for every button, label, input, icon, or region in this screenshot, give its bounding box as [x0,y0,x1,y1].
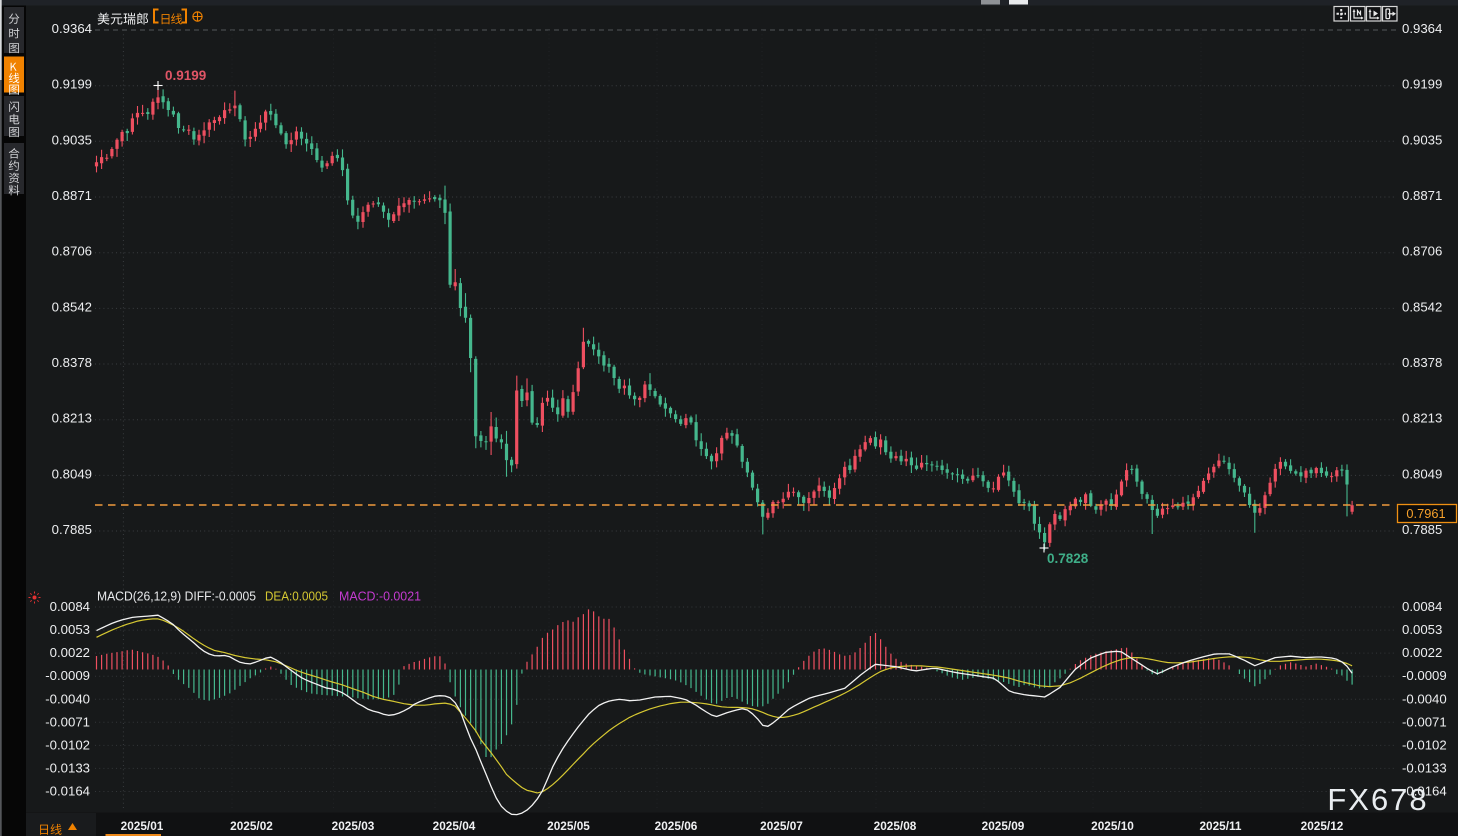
svg-text:2025/09: 2025/09 [982,819,1025,833]
svg-text:2025/03: 2025/03 [332,819,375,833]
svg-text:0.8213: 0.8213 [52,411,92,426]
svg-text:DEA:0.0005: DEA:0.0005 [265,589,328,604]
svg-text:-0.0009: -0.0009 [45,668,90,683]
svg-text:-0.0102: -0.0102 [1402,737,1447,752]
svg-text:-0.0102: -0.0102 [45,737,90,752]
svg-text:0.9364: 0.9364 [1402,21,1442,36]
svg-text:0.8378: 0.8378 [52,355,92,370]
svg-text:-0.0071: -0.0071 [1402,714,1447,729]
svg-text:0.7961: 0.7961 [1406,506,1445,521]
svg-text:0.7885: 0.7885 [1402,522,1442,537]
svg-text:-0.0071: -0.0071 [45,714,90,729]
svg-text:0.8871: 0.8871 [52,188,92,203]
svg-text:-0.0164: -0.0164 [45,784,90,799]
svg-text:0.0022: 0.0022 [50,645,90,660]
svg-text:0.0053: 0.0053 [1402,622,1442,637]
svg-text:0.0053: 0.0053 [50,622,90,637]
svg-text:MACD:-0.0021: MACD:-0.0021 [339,589,421,604]
svg-text:0.9199: 0.9199 [165,68,206,83]
svg-text:2025/07: 2025/07 [760,819,803,833]
svg-text:0.7885: 0.7885 [52,522,92,537]
svg-text:0.8378: 0.8378 [1402,355,1442,370]
svg-text:0.9035: 0.9035 [52,132,92,147]
svg-text:0.0022: 0.0022 [1402,645,1442,660]
svg-text:-0.0040: -0.0040 [1402,691,1447,706]
svg-text:FX678: FX678 [1327,782,1428,817]
svg-text:0.8871: 0.8871 [1402,188,1442,203]
svg-text:-0.0164: -0.0164 [1402,784,1447,799]
svg-text:-0.0040: -0.0040 [45,691,90,706]
svg-text:-0.0009: -0.0009 [1402,668,1447,683]
svg-text:-0.0133: -0.0133 [45,760,90,775]
svg-text:2025/11: 2025/11 [1200,819,1242,833]
svg-text:0.8706: 0.8706 [1402,244,1442,259]
svg-text:0.8542: 0.8542 [1402,299,1442,314]
svg-text:0.0084: 0.0084 [50,599,90,614]
svg-text:2025/05: 2025/05 [547,819,590,833]
svg-text:2025/10: 2025/10 [1091,819,1134,833]
svg-text:2025/02: 2025/02 [230,819,273,833]
svg-text:0.9199: 0.9199 [52,77,92,92]
svg-text:2025/04: 2025/04 [433,819,476,833]
svg-text:0.7828: 0.7828 [1047,551,1089,566]
svg-text:0.9364: 0.9364 [52,21,92,36]
svg-text:2025/08: 2025/08 [874,819,917,833]
svg-text:0.8542: 0.8542 [52,299,92,314]
svg-text:0.8706: 0.8706 [52,244,92,259]
svg-text:2025/06: 2025/06 [655,819,698,833]
svg-text:2025/12: 2025/12 [1301,819,1344,833]
svg-text:2025/01: 2025/01 [121,819,164,833]
svg-text:0.8049: 0.8049 [1402,466,1442,481]
svg-text:0.8049: 0.8049 [52,466,92,481]
svg-text:MACD(26,12,9) DIFF:-0.0005: MACD(26,12,9) DIFF:-0.0005 [97,589,256,604]
svg-text:0.0084: 0.0084 [1402,599,1442,614]
svg-text:-0.0133: -0.0133 [1402,760,1447,775]
svg-text:0.8213: 0.8213 [1402,411,1442,426]
svg-text:0.9035: 0.9035 [1402,132,1442,147]
svg-text:0.9199: 0.9199 [1402,77,1442,92]
